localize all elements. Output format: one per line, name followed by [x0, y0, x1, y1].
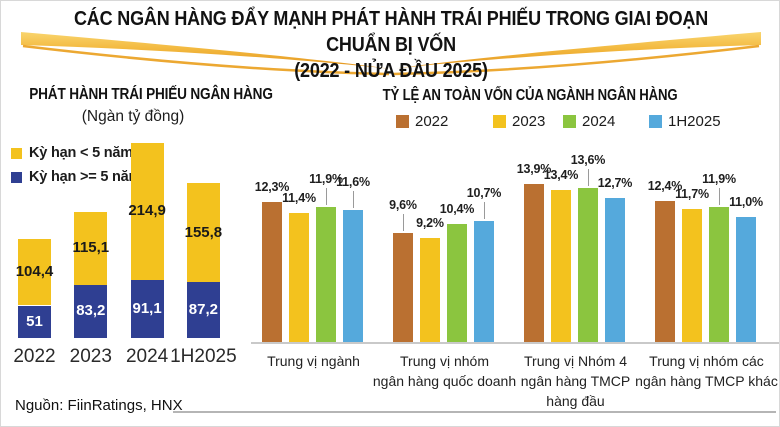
- legend-item-label: 2024: [582, 113, 616, 130]
- value-label: 87,2: [188, 301, 218, 319]
- value-label: 10,7%: [466, 185, 502, 200]
- bar: [420, 237, 440, 342]
- left-chart-legend: Kỳ hạn < 5 năm Kỳ hạn >= 5 năm: [11, 141, 141, 189]
- value-label: 9,6%: [389, 198, 417, 213]
- bar-segment-under-5y: [130, 143, 164, 280]
- value-label: 10,4%: [439, 201, 475, 216]
- legend-item-label: Kỳ hạn >= 5 năm: [29, 169, 142, 185]
- bar-segment-under-5y: [74, 211, 108, 285]
- value-label: 11,9%: [309, 171, 343, 186]
- legend-item: 2022: [396, 113, 448, 130]
- category-label: Trung vị nhóm các ngân hàng TMCP khác: [635, 353, 778, 389]
- value-label: 12,4%: [647, 179, 683, 194]
- label-leader-line: [588, 168, 589, 186]
- x-axis-label: 2022: [13, 346, 56, 367]
- bar-segment-under-5y: [18, 238, 51, 306]
- x-axis-label: 2024: [125, 346, 169, 367]
- value-label: 214,9: [128, 202, 166, 220]
- bar: [578, 187, 598, 342]
- legend-item-label: Kỳ hạn < 5 năm: [29, 145, 133, 161]
- bar: [343, 210, 363, 342]
- left-chart: PHÁT HÀNH TRÁI PHIẾU NGÂN HÀNG (Ngàn tỷ …: [1, 81, 273, 426]
- bar: [605, 197, 625, 342]
- value-label: 13,4%: [543, 167, 579, 182]
- right-chart: TỶ LỆ AN TOÀN VỐN CỦA NGÀNH NGÂN HÀNG 20…: [251, 81, 779, 426]
- value-label: 155,8: [184, 223, 223, 241]
- value-label: 11,0%: [729, 195, 763, 210]
- gold-ribbon-decoration: [21, 32, 761, 76]
- bar: [551, 189, 571, 342]
- bar-segment-over-5y: [130, 279, 164, 338]
- bar-segment-over-5y: [74, 284, 108, 338]
- legend-swatch: [396, 115, 409, 128]
- bar: [316, 206, 336, 342]
- legend-item: Kỳ hạn < 5 năm: [11, 141, 141, 165]
- divider-line: [173, 411, 776, 413]
- bar: [709, 206, 729, 342]
- value-label: 13,9%: [516, 162, 552, 177]
- x-axis-label: 2023: [69, 346, 112, 367]
- page-title: CÁC NGÂN HÀNG ĐẨY MẠNH PHÁT HÀNH TRÁI PH…: [40, 6, 742, 84]
- x-axis-label: 1H2025: [170, 346, 237, 367]
- bar: [262, 202, 282, 342]
- value-label: 13,6%: [570, 152, 606, 167]
- ribbon-left-stroke: [22, 44, 390, 76]
- bar-segment-over-5y: [18, 305, 51, 338]
- value-label: 83,2: [76, 302, 106, 320]
- legend-item: 1H2025: [649, 113, 721, 130]
- legend-swatch: [11, 147, 22, 159]
- value-label: 12,7%: [597, 175, 633, 190]
- legend-item-label: 1H2025: [668, 113, 721, 130]
- left-chart-title: PHÁT HÀNH TRÁI PHIẾU NGÂN HÀNG: [29, 86, 273, 103]
- label-leader-line: [326, 187, 327, 205]
- bar: [655, 201, 675, 342]
- ribbon-right-stroke: [392, 44, 760, 76]
- bar: [474, 220, 494, 342]
- bar: [393, 233, 413, 342]
- label-leader-line: [353, 191, 354, 209]
- bar: [447, 223, 467, 342]
- category-label: Trung vị Nhóm 4 ngân hàng TMCP hàng đầu: [520, 353, 631, 409]
- category-label: Trung vị ngành: [267, 353, 360, 369]
- legend-item-label: 2023: [512, 113, 546, 130]
- ribbon-left-wing: [21, 32, 391, 69]
- ribbon-right-wing: [391, 32, 761, 69]
- legend-swatch: [493, 115, 506, 128]
- right-chart-title: TỶ LỆ AN TOÀN VỐN CỦA NGÀNH NGÂN HÀNG: [382, 87, 678, 104]
- value-label: 104,4: [15, 263, 54, 281]
- legend-swatch: [11, 171, 22, 183]
- legend-item: Kỳ hạn >= 5 năm: [11, 165, 141, 189]
- bar-segment-over-5y: [186, 282, 220, 338]
- legend-swatch: [649, 115, 662, 128]
- value-label: 11,4%: [282, 190, 316, 205]
- category-label: Trung vị nhóm ngân hàng quốc doanh: [372, 353, 517, 389]
- bar: [524, 184, 544, 342]
- bar: [289, 212, 309, 342]
- value-label: 12,3%: [254, 180, 290, 195]
- value-label: 11,7%: [675, 187, 709, 202]
- axis-baseline: [251, 342, 779, 344]
- legend-item: 2024: [563, 113, 615, 130]
- label-leader-line: [719, 187, 720, 205]
- bar: [682, 209, 702, 342]
- label-leader-line: [484, 201, 485, 219]
- value-label: 115,1: [72, 239, 110, 257]
- bar-segment-under-5y: [186, 183, 220, 283]
- label-leader-line: [403, 214, 404, 232]
- page-title-line2: (2022 - NỬA ĐẦU 2025): [294, 60, 488, 82]
- page-title-line1: CÁC NGÂN HÀNG ĐẨY MẠNH PHÁT HÀNH TRÁI PH…: [73, 8, 709, 56]
- bar: [736, 217, 756, 342]
- left-chart-subtitle: (Ngàn tỷ đồng): [81, 108, 185, 125]
- legend-swatch: [563, 115, 576, 128]
- value-label: 91,1: [132, 299, 162, 317]
- value-label: 9,2%: [416, 215, 444, 230]
- value-label: 51: [26, 312, 43, 330]
- source-note: Nguồn: FiinRatings, HNX: [15, 397, 183, 414]
- legend-item: 2023: [493, 113, 545, 130]
- legend-item-label: 2022: [415, 113, 449, 130]
- value-label: 11,6%: [336, 175, 370, 190]
- value-label: 11,9%: [702, 171, 736, 186]
